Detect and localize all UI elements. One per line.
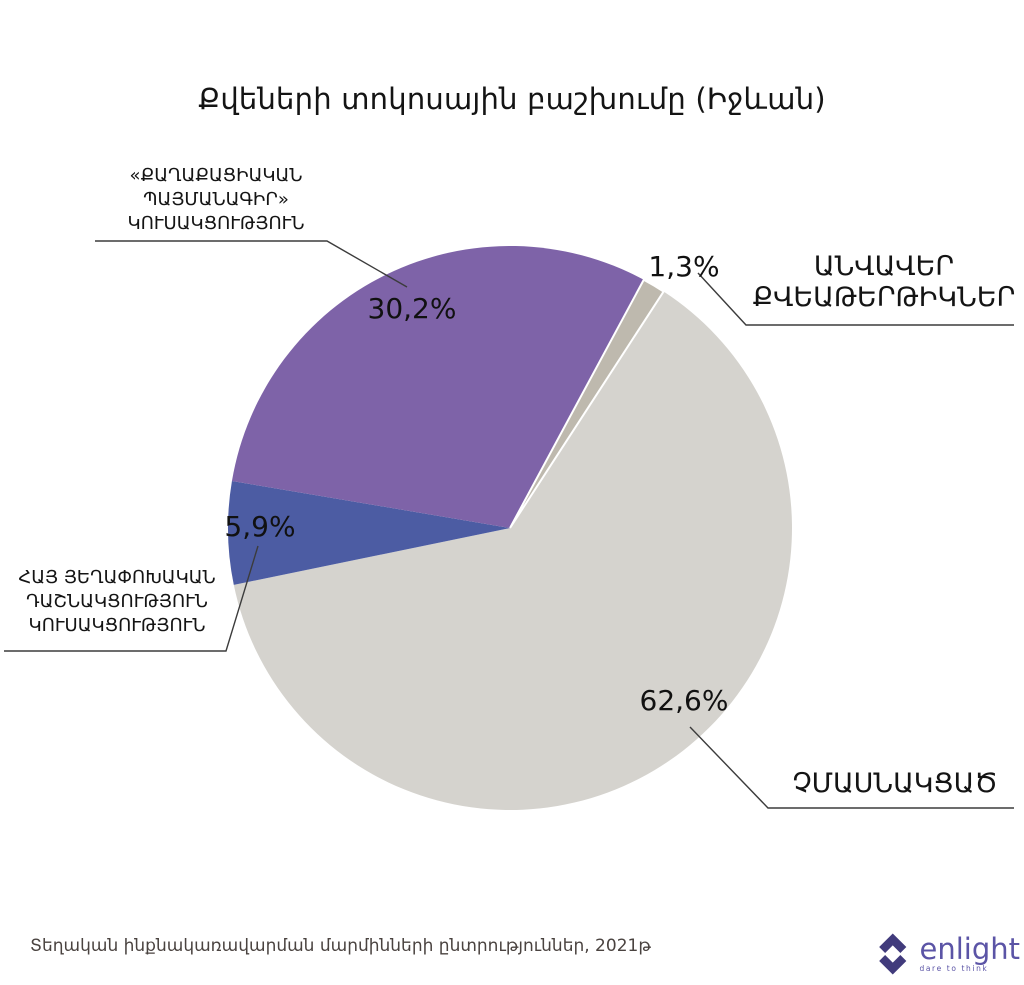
logo-name: enlight <box>919 932 1021 966</box>
data-label-nonparticipating-pct: 62,6% <box>639 684 729 717</box>
source-note: Տեղական ինքնակառավարման մարմինների ընտրո… <box>30 936 651 956</box>
callout-label-nonparticipating: ՉՄԱՍՆԱԿՑԱԾ <box>792 768 998 799</box>
leader-line-civil-contract <box>95 240 408 288</box>
leader-line-arf <box>4 545 259 652</box>
logo-tagline: dare to think <box>919 964 989 973</box>
pie-slice-civil-contract <box>231 245 644 528</box>
pie-slices <box>228 245 792 810</box>
data-label-civil-contract-pct: 30,2% <box>367 292 457 325</box>
data-label-invalid-pct: 1,3% <box>648 250 720 283</box>
data-label-arf-pct: 5,9% <box>224 510 296 543</box>
pie-slice-invalid <box>509 278 665 529</box>
enlight-logo-icon <box>879 933 907 975</box>
callout-label-civil-contract: «ՔԱՂԱՔԱՑԻԱԿԱՆ ՊԱՅՄԱՆԱԳԻՐ» ԿՈՒՍԱԿՑՈՒԹՅՈՒՆ <box>127 165 305 234</box>
callout-label-arf: ՀԱՅ ՅԵՂԱՓՈԽԱԿԱՆ ԴԱՇՆԱԿՑՈՒԹՅՈՒՆ ԿՈՒՍԱԿՑՈՒ… <box>18 567 216 636</box>
pie-slice-arf <box>228 480 511 585</box>
pie-slice-nonparticipating <box>233 291 792 810</box>
leader-lines <box>4 240 1014 809</box>
enlight-logo: enlight dare to think <box>874 933 1020 979</box>
chart-title: Քվեների տոկոսային բաշխումը (Իջևան) <box>198 82 826 116</box>
leader-line-nonparticipating <box>689 726 1014 809</box>
callout-label-invalid: ԱՆՎԱՎԵՐ ՔՎԵԱԹԵՐԹԻԿՆԵՐ <box>752 251 1016 313</box>
logo-icon-upper-chevron <box>879 933 907 954</box>
leader-line-invalid <box>697 272 1014 326</box>
logo-icon-lower-chevron <box>879 954 907 975</box>
